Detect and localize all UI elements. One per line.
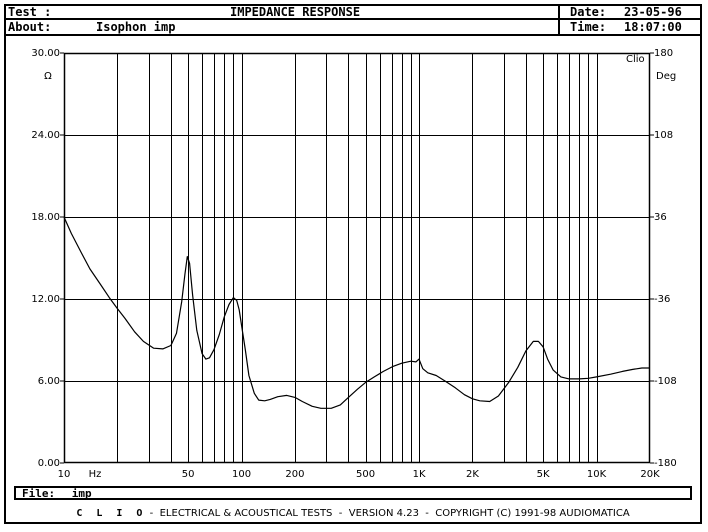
header-vertical-divider [558, 4, 560, 35]
y-tick-label: 6.00 [38, 376, 60, 387]
y2-tick-label: 180 [654, 48, 673, 59]
x-tick-label: 2K [466, 469, 479, 480]
footer-text: - ELECTRICAL & ACOUSTICAL TESTS - VERSIO… [146, 508, 630, 519]
y2-tick-label: -180 [654, 458, 677, 469]
x-axis-unit: Hz [89, 469, 102, 480]
file-label: File: [22, 487, 56, 500]
impedance-curve-layer [63, 216, 650, 409]
corner-label: Clio [626, 54, 645, 65]
chart-grid [60, 52, 654, 464]
chart-tick-labels: 0.00 6.00 12.00 18.00 24.00 30.00 -180 -108 -36 3… [31, 48, 676, 480]
footer: C L I O - ELECTRICAL & ACOUSTICAL TESTS … [6, 506, 700, 522]
x-tick-label: 1K [413, 469, 426, 480]
x-tick-label: 50 [182, 469, 195, 480]
y2-tick-label: 108 [654, 130, 673, 141]
y-tick-label: 0.00 [38, 458, 60, 469]
date-value: 23-05-96 [624, 5, 682, 19]
file-value: imp [71, 487, 92, 500]
time-value: 18:07:00 [624, 20, 682, 34]
chart-title: IMPEDANCE RESPONSE [230, 5, 361, 19]
date-label: Date: [570, 5, 607, 19]
y2-tick-label: -108 [654, 376, 677, 387]
test-label: Test : [8, 5, 52, 19]
y-axis-unit: Ω [44, 71, 52, 82]
y-tick-label: 30.00 [31, 48, 60, 59]
header-row-test: Test : IMPEDANCE RESPONSE Date: 23-05-96 [4, 4, 702, 19]
x-tick-label: 10 [58, 469, 71, 480]
x-tick-label: 20K [640, 469, 660, 480]
x-tick-label: 500 [356, 469, 375, 480]
y2-axis-unit: Deg [656, 71, 676, 82]
header-row-about: About: Isophon imp Time: 18:07:00 [4, 19, 702, 34]
x-tick-label: 10K [587, 469, 607, 480]
x-tick-label: 200 [285, 469, 304, 480]
x-tick-label: 5K [537, 469, 550, 480]
impedance-curve [63, 216, 650, 409]
y-tick-label: 18.00 [31, 212, 60, 223]
x-tick-label: 100 [232, 469, 251, 480]
file-bar: File: imp [14, 486, 692, 500]
footer-brand: C L I O [76, 508, 147, 519]
y2-tick-label: 36 [654, 212, 667, 223]
header-divider [4, 18, 702, 20]
about-value: Isophon imp [96, 20, 176, 34]
plot-border [63, 52, 651, 464]
header-bottom-divider [4, 34, 702, 36]
instrument-frame [4, 4, 702, 524]
time-label: Time: [570, 20, 607, 34]
y-tick-label: 12.00 [31, 294, 60, 305]
y-tick-label: 24.00 [31, 130, 60, 141]
about-label: About: [8, 20, 52, 34]
y2-tick-label: -36 [654, 294, 670, 305]
